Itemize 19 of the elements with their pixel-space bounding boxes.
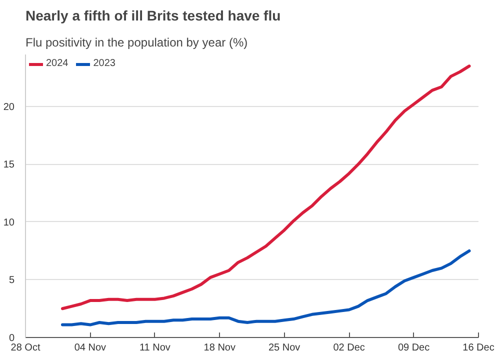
x-tick-label: 11 Nov xyxy=(139,342,170,354)
y-tick-label: 20 xyxy=(3,102,15,113)
y-tick-label: 15 xyxy=(3,160,15,171)
y-tick-label: 0 xyxy=(8,333,15,344)
line-series xyxy=(60,64,471,310)
line-series xyxy=(60,249,471,326)
x-tick-label: 28 Oct xyxy=(10,342,40,354)
legend-label: 2023 xyxy=(93,58,116,69)
legend-label: 2024 xyxy=(46,58,68,69)
x-tick-label: 04 Nov xyxy=(74,342,106,354)
x-tick-label: 16 Dec xyxy=(462,342,494,354)
x-tick-label: 25 Nov xyxy=(268,342,300,354)
chart-subtitle: Flu positivity in the population by year (%) xyxy=(26,36,248,50)
x-tick-label: 18 Nov xyxy=(204,342,236,354)
y-tick-label: 5 xyxy=(8,275,15,286)
y-tick-label: 10 xyxy=(3,217,15,228)
x-tick-label: 09 Dec xyxy=(398,342,430,354)
x-tick-label: 02 Dec xyxy=(333,342,365,354)
chart-title: Nearly a fifth of ill Brits tested have flu xyxy=(26,8,281,24)
